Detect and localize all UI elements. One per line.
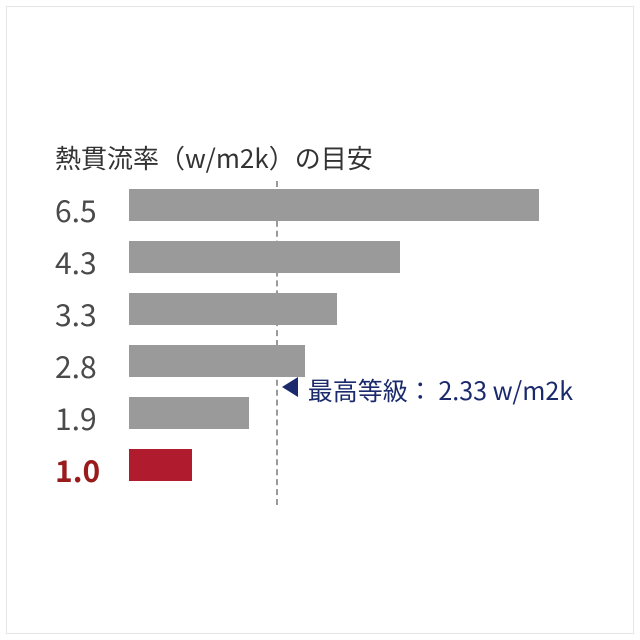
bar-row: 6.5 (7, 189, 633, 221)
reference-label-value: 2.33 w/m2k (438, 372, 573, 408)
bar (129, 189, 539, 221)
bar-label: 2.8 (55, 343, 97, 387)
bar (129, 449, 192, 481)
bar-label: 6.5 (55, 187, 97, 231)
bar-row: 4.3 (7, 241, 633, 273)
reference-marker-icon (282, 377, 298, 397)
bar-label: 1.0 (55, 447, 100, 491)
bar-label: 4.3 (55, 239, 97, 283)
reference-label-prefix: 最高等級： (308, 372, 433, 408)
u-value-bar-chart: 熱貫流率（w/m2k）の目安 6.5 4.3 3.3 2.8 1.9 1.0 最高等級： … (7, 7, 633, 633)
bar-row: 3.3 (7, 293, 633, 325)
bar-label: 3.3 (55, 291, 97, 335)
bar-row: 1.0 (7, 449, 633, 481)
bar (129, 293, 337, 325)
bar (129, 397, 249, 429)
chart-title: 熱貫流率（w/m2k）の目安 (55, 139, 373, 176)
reference-label: 最高等級： 2.33 w/m2k (308, 372, 573, 408)
bar-label: 1.9 (55, 395, 97, 439)
bar (129, 241, 400, 273)
bar (129, 345, 305, 377)
chart-frame: { "chart": { "type": "bar", "orientation… (6, 6, 634, 634)
